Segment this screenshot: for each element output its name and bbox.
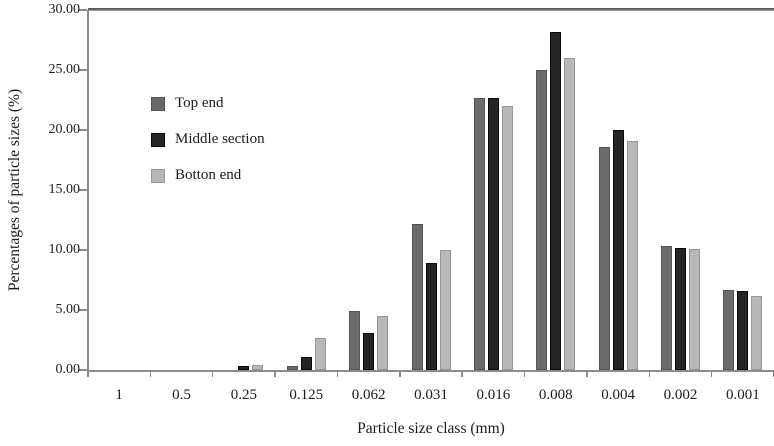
bar	[564, 58, 576, 370]
bar	[439, 250, 451, 370]
x-tick	[523, 370, 526, 377]
x-tick-label: 0.004	[601, 387, 635, 403]
bar	[737, 291, 749, 370]
y-tick-label: 20.00	[48, 122, 81, 137]
y-tick	[79, 249, 87, 251]
y-tick	[79, 9, 87, 11]
bar	[612, 130, 624, 370]
x-tick-label: 0.008	[538, 387, 573, 403]
y-tick	[79, 129, 87, 131]
x-axis-title: Particle size class (mm)	[357, 420, 505, 437]
x-tick-label: 0.25	[230, 387, 258, 403]
bar	[598, 147, 610, 370]
legend-item: Middle section	[151, 130, 265, 149]
x-tick	[87, 370, 89, 377]
y-axis-line	[87, 10, 89, 371]
legend-label: Top end	[175, 95, 224, 111]
bar	[363, 333, 375, 370]
legend-label: Middle section	[175, 131, 265, 147]
legend-swatch-icon	[151, 132, 165, 147]
bar	[501, 106, 513, 370]
x-tick	[586, 370, 588, 377]
x-tick	[710, 370, 713, 377]
x-tick-label: 0.5	[172, 387, 191, 403]
bar	[660, 246, 672, 370]
bar	[473, 98, 485, 370]
y-tick	[79, 189, 87, 191]
x-tick-label: 0.002	[663, 387, 698, 403]
y-tick-label: 0.00	[55, 362, 81, 377]
bar	[238, 366, 250, 370]
y-tick-label: 25.00	[48, 62, 81, 77]
x-tick-label: 1	[115, 387, 123, 403]
legend-item: Botton end	[151, 166, 265, 185]
y-tick-label: 30.00	[48, 2, 81, 17]
legend: Top end Middle section Botton end	[151, 94, 265, 202]
bar	[349, 311, 361, 370]
legend-label: Botton end	[175, 167, 242, 183]
bar	[550, 32, 562, 370]
bar	[688, 249, 700, 370]
x-axis-line	[87, 370, 774, 372]
bar	[411, 224, 423, 370]
x-tick	[336, 370, 339, 377]
legend-swatch-icon	[151, 96, 165, 111]
y-axis-title: Percentages of particle sizes (%)	[6, 88, 23, 292]
x-tick-label: 0.031	[414, 387, 448, 403]
x-tick-label: 0.016	[476, 387, 511, 403]
bar	[674, 248, 686, 370]
legend-item: Top end	[151, 94, 265, 113]
y-tick	[79, 369, 87, 371]
x-tick-label: 0.125	[289, 387, 324, 403]
bar	[377, 316, 389, 370]
x-tick	[399, 370, 401, 377]
x-tick	[211, 370, 214, 377]
x-tick	[648, 370, 651, 377]
bar	[487, 98, 499, 370]
plot-top-border	[88, 8, 774, 11]
y-tick-label: 10.00	[48, 242, 81, 257]
bar	[252, 365, 264, 370]
x-tick	[461, 370, 463, 377]
bar	[300, 357, 312, 370]
x-tick-label: 0.062	[351, 387, 386, 403]
y-tick	[79, 309, 87, 311]
bar	[314, 338, 326, 370]
bar	[536, 70, 548, 370]
y-tick-label: 15.00	[48, 182, 81, 197]
y-tick	[79, 69, 87, 71]
x-tick-label: 0.001	[725, 387, 760, 403]
bar	[751, 296, 763, 370]
bar	[723, 290, 735, 370]
legend-swatch-icon	[151, 168, 165, 183]
bar	[425, 263, 437, 370]
x-tick	[274, 370, 276, 377]
y-tick-label: 5.00	[55, 302, 81, 317]
bar	[286, 366, 298, 370]
bar	[626, 141, 638, 370]
x-tick	[149, 370, 152, 377]
